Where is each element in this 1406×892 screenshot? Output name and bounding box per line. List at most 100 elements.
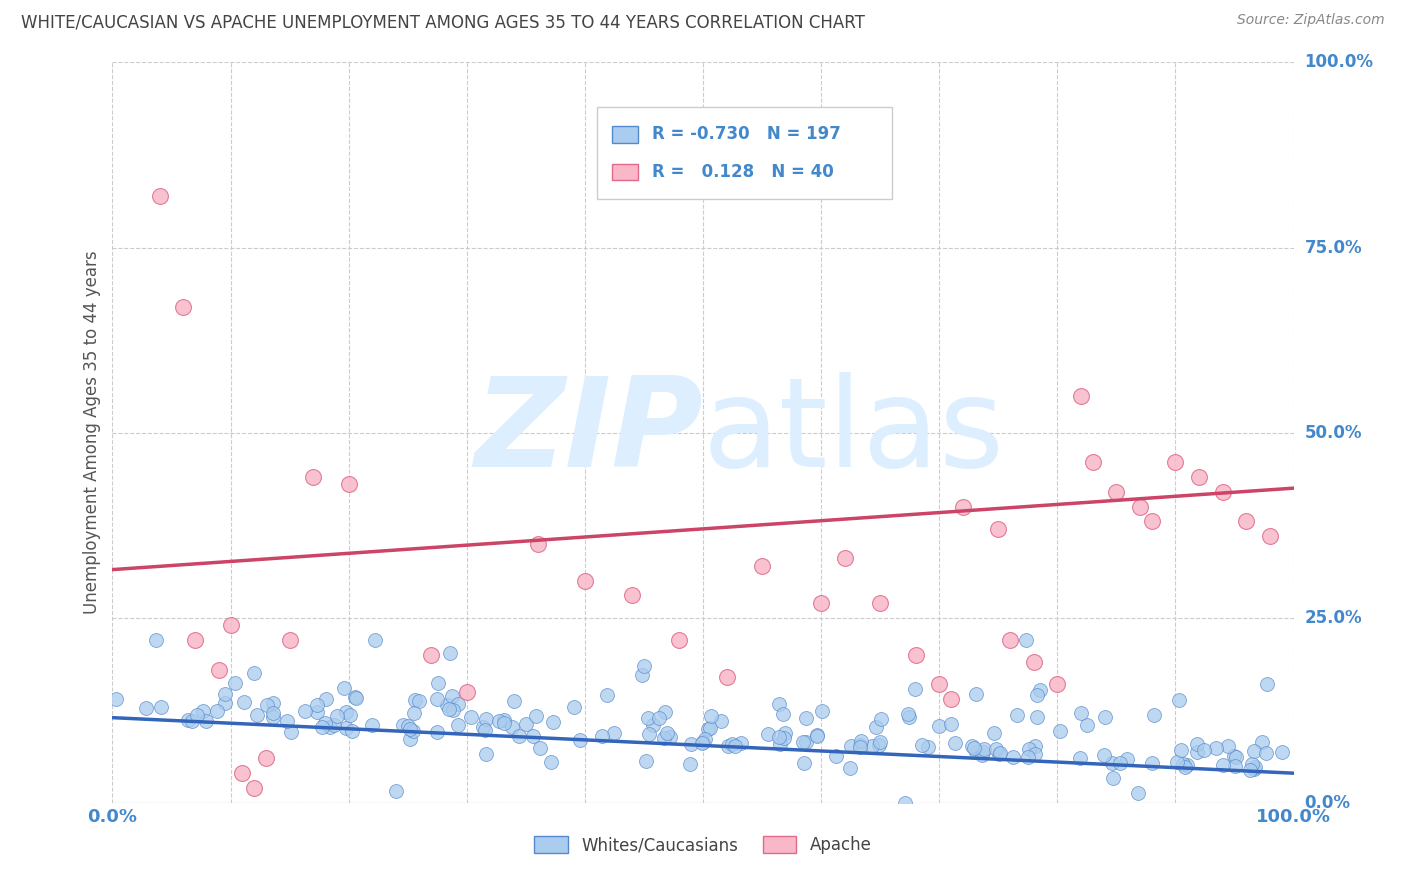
- Point: [456, 685, 478, 699]
- Point: [420, 648, 443, 662]
- Point: [172, 300, 194, 314]
- Point: [928, 719, 950, 733]
- Point: [849, 734, 872, 748]
- Point: [208, 663, 231, 677]
- FancyBboxPatch shape: [612, 127, 638, 143]
- Point: [344, 691, 367, 706]
- Point: [135, 701, 157, 715]
- Text: R =   0.128   N = 40: R = 0.128 N = 40: [652, 163, 834, 181]
- Point: [692, 735, 714, 749]
- Point: [897, 706, 920, 721]
- Point: [700, 708, 723, 723]
- Point: [998, 632, 1021, 647]
- Point: [1243, 762, 1265, 776]
- Point: [447, 698, 470, 712]
- Point: [256, 698, 278, 713]
- Point: [962, 739, 984, 753]
- Point: [1069, 751, 1091, 765]
- Point: [207, 704, 229, 718]
- Point: [834, 551, 856, 566]
- Point: [529, 741, 551, 756]
- Point: [699, 721, 721, 735]
- Point: [105, 692, 128, 706]
- Point: [1024, 747, 1046, 761]
- Point: [1192, 743, 1215, 757]
- Point: [1017, 750, 1039, 764]
- Point: [574, 574, 596, 588]
- Legend: Whites/Caucasians, Apache: Whites/Caucasians, Apache: [527, 830, 879, 861]
- Text: 50.0%: 50.0%: [1305, 424, 1362, 442]
- Point: [794, 735, 817, 749]
- Point: [460, 710, 482, 724]
- Point: [1171, 756, 1194, 771]
- Point: [242, 665, 264, 680]
- Point: [426, 725, 449, 739]
- Point: [1188, 470, 1211, 484]
- Point: [751, 558, 773, 573]
- Point: [952, 500, 974, 514]
- Point: [402, 723, 425, 738]
- Point: [1029, 682, 1052, 697]
- Point: [1026, 710, 1049, 724]
- Point: [972, 745, 994, 759]
- Point: [280, 725, 302, 739]
- Point: [276, 714, 298, 729]
- Point: [149, 188, 172, 202]
- Point: [1175, 758, 1198, 772]
- Point: [1187, 745, 1209, 759]
- Point: [311, 721, 333, 735]
- Point: [515, 716, 537, 731]
- Text: Source: ZipAtlas.com: Source: ZipAtlas.com: [1237, 13, 1385, 28]
- Point: [1225, 750, 1247, 764]
- Point: [917, 739, 939, 754]
- Point: [1109, 756, 1132, 770]
- Point: [1129, 500, 1152, 514]
- Point: [1254, 746, 1277, 760]
- Point: [243, 780, 266, 795]
- Point: [214, 687, 236, 701]
- Point: [849, 740, 872, 755]
- Point: [1105, 484, 1128, 499]
- Point: [1094, 710, 1116, 724]
- Point: [1222, 748, 1244, 763]
- Point: [326, 709, 349, 723]
- Point: [294, 704, 316, 718]
- Point: [385, 783, 408, 797]
- Point: [231, 766, 253, 780]
- Point: [869, 712, 891, 726]
- Point: [501, 720, 523, 734]
- Point: [868, 738, 890, 752]
- Point: [1164, 455, 1187, 469]
- Text: WHITE/CAUCASIAN VS APACHE UNEMPLOYMENT AMONG AGES 35 TO 44 YEARS CORRELATION CHA: WHITE/CAUCASIAN VS APACHE UNEMPLOYMENT A…: [21, 13, 865, 31]
- Point: [302, 470, 325, 484]
- Point: [437, 702, 460, 716]
- Point: [522, 730, 544, 744]
- Point: [1022, 655, 1045, 669]
- Point: [869, 735, 891, 749]
- Point: [643, 717, 665, 731]
- Point: [508, 729, 530, 743]
- Point: [865, 720, 887, 734]
- Point: [637, 726, 659, 740]
- Point: [337, 477, 360, 491]
- Point: [361, 718, 384, 732]
- Point: [526, 536, 548, 550]
- Point: [772, 706, 794, 721]
- Point: [1241, 757, 1264, 772]
- Point: [1271, 745, 1294, 759]
- Point: [339, 708, 361, 723]
- FancyBboxPatch shape: [612, 164, 638, 180]
- Point: [756, 727, 779, 741]
- Point: [1174, 760, 1197, 774]
- Point: [591, 729, 613, 743]
- Point: [773, 731, 796, 745]
- Point: [333, 681, 356, 695]
- Point: [488, 714, 510, 728]
- Point: [541, 714, 564, 729]
- Point: [792, 735, 814, 749]
- Point: [1243, 744, 1265, 758]
- Point: [794, 711, 817, 725]
- Point: [186, 707, 208, 722]
- Point: [1024, 739, 1046, 753]
- Point: [988, 746, 1011, 760]
